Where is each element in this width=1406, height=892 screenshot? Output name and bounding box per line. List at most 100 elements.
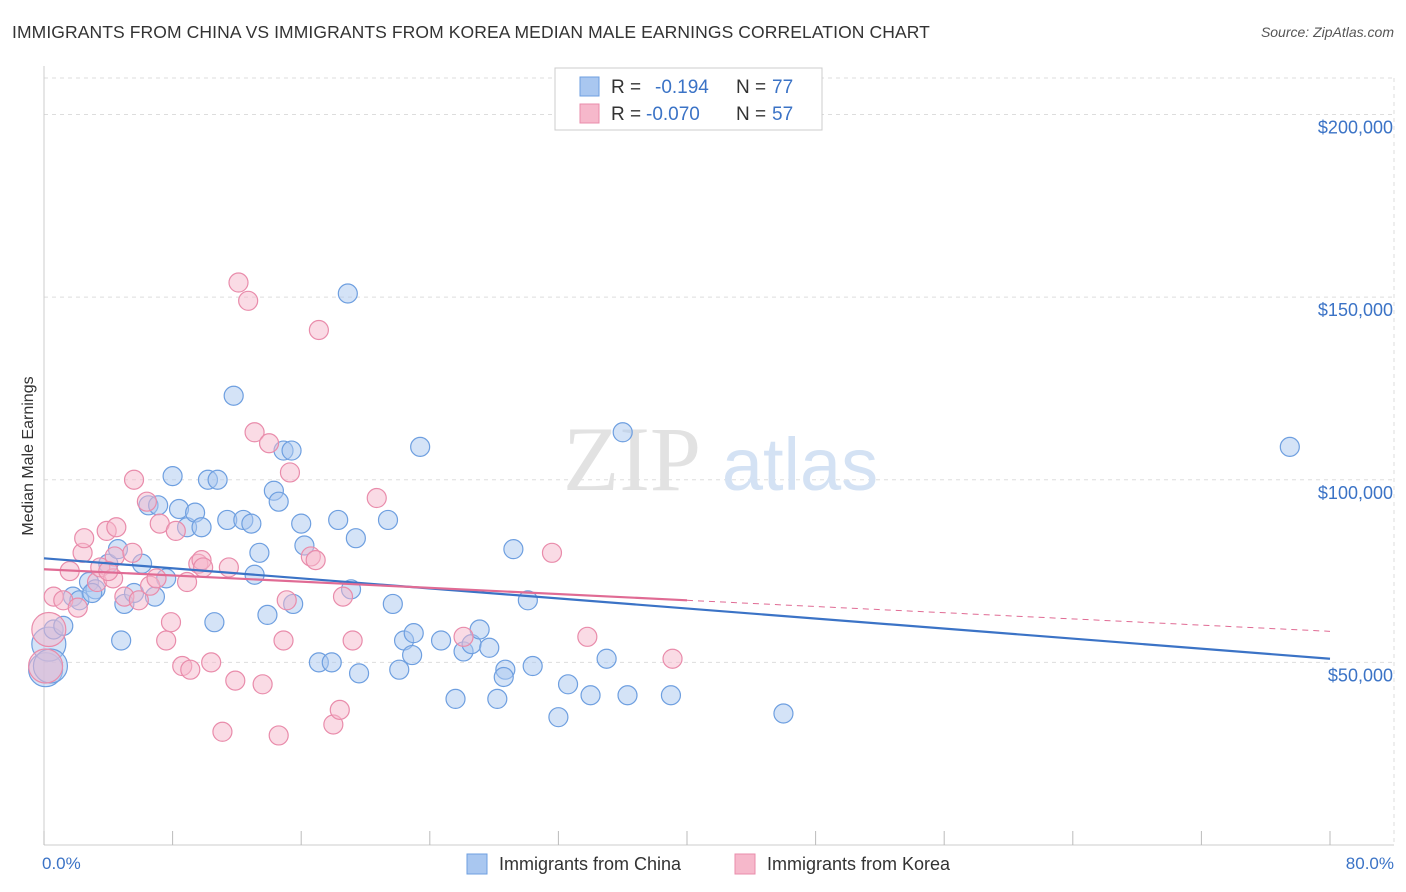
korea-point [67, 597, 88, 618]
y-tick-label: $200,000 [1318, 118, 1393, 138]
china-point [612, 422, 633, 443]
china-point [402, 644, 423, 666]
china-point [348, 663, 370, 684]
china-point [281, 440, 302, 461]
china-point [389, 659, 410, 680]
korea-point [28, 648, 64, 684]
china-point [223, 385, 244, 406]
korea-point [453, 626, 474, 647]
china-point [207, 469, 228, 490]
korea-point [106, 517, 127, 538]
legend-china-n-value: 77 [772, 77, 793, 98]
series-legend-swatch-china [466, 853, 488, 875]
korea-trendline [43, 568, 688, 602]
korea-point [329, 699, 350, 720]
series-legend-korea: Immigrants from Korea [767, 854, 951, 874]
korea-point [31, 611, 67, 648]
china-point [345, 528, 366, 549]
korea-point [305, 550, 326, 571]
legend-korea-r-label: R = [611, 104, 641, 125]
legend-swatch-korea [579, 103, 600, 124]
china-point [111, 630, 132, 651]
korea-point [238, 290, 259, 311]
korea-point [662, 648, 683, 669]
china-point [403, 623, 424, 644]
china-point [257, 604, 278, 626]
axes: $50,000 $100,000 $150,000 $200,000 0.0% 80.0% [42, 66, 1394, 873]
korea-trendline-extension [686, 599, 1331, 632]
china-point [660, 685, 682, 706]
china-point [328, 509, 349, 531]
china-point [503, 539, 524, 560]
x-tick-label: 0.0% [42, 854, 81, 873]
korea-point [122, 542, 143, 563]
korea-point [136, 491, 157, 512]
korea-point [128, 590, 149, 611]
legend-korea-r-value: -0.070 [646, 104, 700, 125]
china-point [1279, 436, 1300, 457]
china-point [268, 491, 289, 512]
legend-korea-n-value: 57 [772, 104, 793, 125]
korea-point [268, 725, 289, 746]
china-point [557, 674, 579, 695]
china-point [580, 685, 601, 706]
korea-point [308, 319, 329, 341]
watermark-atlas: atlas [722, 423, 878, 506]
korea-point [212, 721, 233, 742]
china-point [596, 648, 617, 669]
korea-point [201, 652, 222, 673]
trendlines [43, 557, 1331, 660]
korea-point [342, 630, 363, 651]
legend-china-n-label: N = [736, 77, 766, 98]
china-point [291, 513, 312, 534]
watermark: ZIP atlas [563, 408, 878, 510]
korea-point [228, 272, 249, 293]
korea-point [332, 586, 354, 607]
korea-point [541, 542, 563, 563]
legend-china-r-label: R = [611, 77, 641, 98]
korea-point [276, 590, 297, 611]
series-legend: Immigrants from China Immigrants from Ko… [466, 853, 951, 875]
china-point [445, 688, 466, 710]
china-point [487, 688, 508, 710]
china-point [191, 517, 212, 538]
korea-point [258, 433, 280, 454]
korea-point [225, 670, 246, 691]
korea-point [180, 659, 201, 680]
korea-point [74, 528, 95, 549]
series-legend-china: Immigrants from China [499, 854, 682, 874]
data-points [28, 272, 1300, 746]
legend-korea-n-label: N = [736, 104, 766, 125]
korea-point [366, 487, 387, 509]
korea-point [160, 612, 182, 633]
china-point [382, 593, 403, 615]
korea-point [165, 520, 186, 541]
x-tick-label: 80.0% [1346, 854, 1394, 873]
china-point [321, 652, 342, 673]
source-label: Source: ZipAtlas.com [1260, 24, 1394, 40]
china-point [430, 630, 452, 651]
china-point [377, 509, 399, 531]
korea-point [244, 422, 265, 443]
china-point [548, 707, 569, 728]
y-tick-label: $150,000 [1318, 300, 1393, 320]
correlation-legend: R = -0.194 N = 77 R = -0.070 N = 57 [554, 67, 823, 131]
korea-point [577, 626, 598, 647]
korea-point [123, 469, 145, 490]
korea-point [146, 568, 167, 589]
chart-title: IMMIGRANTS FROM CHINA VS IMMIGRANTS FROM… [12, 22, 930, 42]
gridlines [44, 77, 1395, 845]
legend-swatch-china [579, 76, 600, 97]
china-point [410, 436, 431, 457]
china-point [249, 542, 270, 563]
china-point [337, 283, 358, 304]
korea-point [252, 674, 273, 695]
series-legend-swatch-korea [734, 853, 756, 875]
korea-point [193, 557, 214, 578]
korea-point [279, 462, 301, 483]
china-point [479, 637, 500, 658]
y-axis-label: Median Male Earnings [20, 376, 37, 535]
legend-china-r-value: -0.194 [655, 77, 709, 98]
china-point [522, 655, 543, 677]
